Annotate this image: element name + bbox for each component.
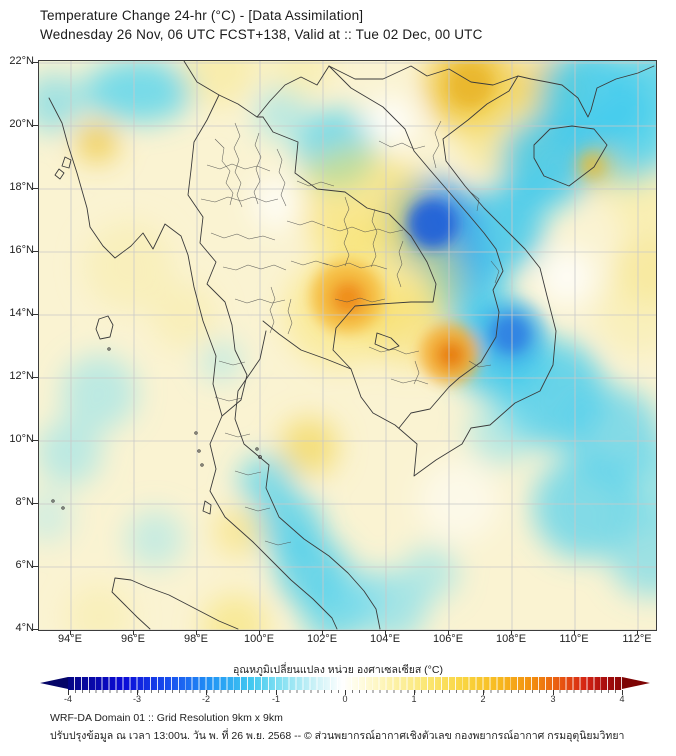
colorbar-left-arrow	[40, 677, 68, 689]
lat-label-8n: 8°N	[15, 496, 34, 508]
page-title: Temperature Change 24-hr (°C) - [Data As…	[40, 8, 364, 23]
x-tick	[133, 630, 134, 635]
colorbar-ticklabel-3: 3	[550, 694, 556, 704]
colorbar-ticklabel-0: 0	[342, 694, 348, 704]
colorbar-ticklabel-neg2: -2	[201, 694, 210, 704]
lat-label-14n: 14°N	[9, 307, 34, 319]
colorbar-gradient	[68, 677, 622, 690]
colorbar-tick	[622, 690, 623, 695]
x-tick	[385, 630, 386, 635]
temperature-field	[39, 61, 656, 630]
colorbar-tick	[137, 690, 138, 695]
footer-domain-info: WRF-DA Domain 01 :: Grid Resolution 9km …	[50, 712, 283, 724]
lon-label-102e: 102°E	[306, 633, 338, 645]
coastlines-borders	[48, 61, 655, 630]
colorbar-ticklabel-neg4: -4	[63, 694, 72, 704]
x-tick	[637, 630, 638, 635]
x-tick	[196, 630, 197, 635]
y-tick	[33, 377, 38, 378]
map-panel	[38, 60, 657, 631]
lon-label-108e: 108°E	[495, 633, 527, 645]
graticule	[39, 61, 656, 630]
x-tick	[70, 630, 71, 635]
colorbar-tick	[206, 690, 207, 695]
colorbar: -4 -3 -2 -1 0 1 2 3 4	[40, 677, 650, 704]
colorbar-ticklabel-4: 4	[619, 694, 625, 704]
lon-label-98e: 98°E	[184, 633, 208, 645]
colorbar-tick	[414, 690, 415, 695]
colorbar-ticklabel-2: 2	[480, 694, 486, 704]
colorbar-tick	[345, 690, 346, 695]
y-tick	[33, 62, 38, 63]
y-tick	[33, 566, 38, 567]
lon-label-112e: 112°E	[622, 633, 652, 645]
y-tick	[33, 125, 38, 126]
lat-label-12n: 12°N	[9, 370, 34, 382]
lat-label-16n: 16°N	[9, 244, 34, 256]
colorbar-ticklabel-neg1: -1	[271, 694, 280, 704]
lat-label-10n: 10°N	[9, 433, 34, 445]
lon-label-100e: 100°E	[243, 633, 275, 645]
lon-label-94e: 94°E	[58, 633, 82, 645]
colorbar-right-arrow	[622, 677, 650, 689]
colorbar-tick	[68, 690, 69, 695]
lon-label-110e: 110°E	[559, 633, 589, 645]
colorbar-ticklabel-neg3: -3	[132, 694, 141, 704]
colorbar-tick	[483, 690, 484, 695]
y-tick	[33, 251, 38, 252]
lon-label-96e: 96°E	[121, 633, 145, 645]
lat-label-18n: 18°N	[9, 181, 34, 193]
province-boundaries	[200, 120, 500, 546]
map-canvas	[39, 61, 656, 630]
y-tick	[33, 188, 38, 189]
lat-label-4n: 4°N	[15, 622, 34, 634]
lat-label-22n: 22°N	[9, 55, 34, 67]
lat-label-20n: 20°N	[9, 118, 34, 130]
x-tick	[511, 630, 512, 635]
lat-label-6n: 6°N	[15, 559, 34, 571]
colorbar-ticklabel-1: 1	[411, 694, 417, 704]
colorbar-tick	[276, 690, 277, 695]
colorbar-label: อุณหภูมิเปลี่ยนแปลง หน่วย องศาเซลเซียส (…	[233, 664, 443, 676]
colorbar-tick	[553, 690, 554, 695]
x-tick	[574, 630, 575, 635]
colorbar-segments	[68, 677, 622, 690]
y-tick	[33, 314, 38, 315]
x-tick	[448, 630, 449, 635]
y-tick	[33, 440, 38, 441]
lon-label-104e: 104°E	[369, 633, 401, 645]
y-tick	[33, 503, 38, 504]
x-tick	[322, 630, 323, 635]
footer-update-credit: ปรับปรุงข้อมูล ณ เวลา 13:00น. วัน พ. ที่…	[50, 730, 625, 742]
y-tick	[33, 629, 38, 630]
x-tick	[259, 630, 260, 635]
lon-label-106e: 106°E	[432, 633, 464, 645]
page-subtitle: Wednesday 26 Nov, 06 UTC FCST+138, Valid…	[40, 27, 483, 42]
